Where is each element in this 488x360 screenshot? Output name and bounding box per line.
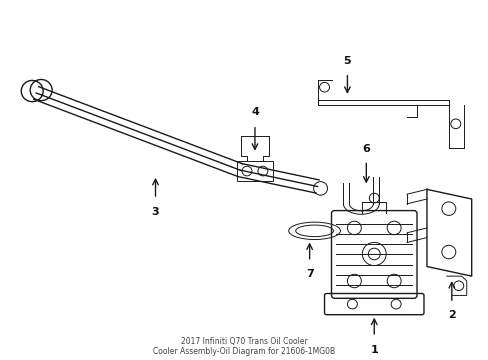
Text: 1: 1 [369, 345, 377, 355]
Text: 5: 5 [343, 56, 350, 66]
Text: 2: 2 [447, 310, 455, 320]
Text: 7: 7 [305, 269, 313, 279]
Text: 6: 6 [362, 144, 369, 154]
Text: 3: 3 [151, 207, 159, 217]
Text: 4: 4 [250, 107, 258, 117]
Text: 2017 Infiniti Q70 Trans Oil Cooler
Cooler Assembly-Oil Diagram for 21606-1MG0B: 2017 Infiniti Q70 Trans Oil Cooler Coole… [153, 337, 334, 356]
